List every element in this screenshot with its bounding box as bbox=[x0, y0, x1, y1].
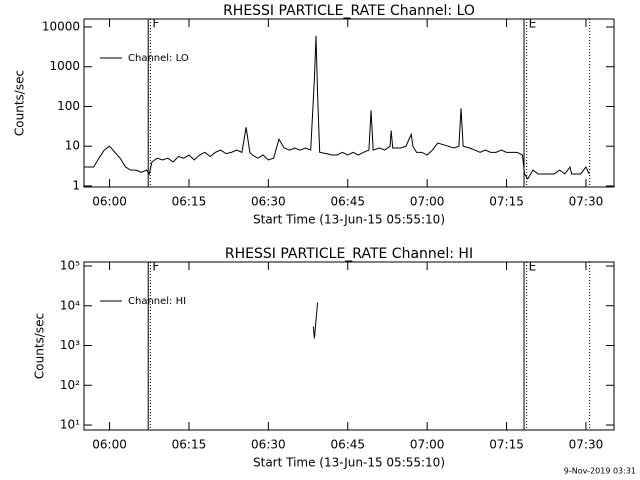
x-tick-label: 06:15 bbox=[172, 195, 207, 209]
data-line bbox=[84, 35, 590, 180]
flag-label: E bbox=[529, 17, 537, 31]
x-tick-label: 06:30 bbox=[251, 195, 286, 209]
y-tick-label: 1 bbox=[72, 178, 80, 192]
x-tick-label: 06:45 bbox=[330, 195, 365, 209]
chart-title: RHESSI PARTICLE_RATE Channel: HI bbox=[225, 246, 473, 262]
y-axis-label: Counts/sec bbox=[13, 70, 27, 136]
y-tick-label: 100 bbox=[57, 99, 80, 113]
flag-label: E bbox=[529, 260, 537, 274]
x-tick-label: 06:30 bbox=[251, 438, 286, 452]
y-tick-label: 10³ bbox=[60, 338, 80, 352]
x-tick-label: 07:00 bbox=[410, 195, 445, 209]
flag-label: F bbox=[152, 260, 159, 274]
data-line bbox=[312, 302, 319, 339]
plot-frame bbox=[83, 18, 615, 188]
x-tick-label: 07:15 bbox=[489, 438, 524, 452]
x-axis-label: Start Time (13-Jun-15 05:55:10) bbox=[253, 456, 445, 470]
y-tick-label: 10² bbox=[60, 378, 80, 392]
y-axis-label: Counts/sec bbox=[33, 313, 47, 379]
y-tick-label: 10000 bbox=[42, 20, 80, 34]
y-tick-label: 10 bbox=[65, 139, 80, 153]
chart-title: RHESSI PARTICLE_RATE Channel: LO bbox=[223, 3, 475, 19]
legend-label: Channel: LO bbox=[128, 53, 189, 64]
y-tick-label: 10⁵ bbox=[60, 258, 80, 272]
y-tick-label: 10⁴ bbox=[60, 298, 80, 312]
legend-label: Channel: HI bbox=[128, 296, 186, 307]
x-tick-label: 06:15 bbox=[172, 438, 207, 452]
flag-label: F bbox=[152, 17, 159, 31]
x-tick-label: 06:00 bbox=[92, 438, 127, 452]
y-tick-label: 10¹ bbox=[60, 418, 80, 432]
x-tick-label: 06:45 bbox=[330, 438, 365, 452]
x-tick-label: 07:15 bbox=[489, 195, 524, 209]
x-tick-label: 07:30 bbox=[569, 195, 604, 209]
y-tick-label: 1000 bbox=[49, 59, 80, 73]
x-tick-label: 07:30 bbox=[569, 438, 604, 452]
x-tick-label: 06:00 bbox=[92, 195, 127, 209]
x-axis-label: Start Time (13-Jun-15 05:55:10) bbox=[253, 213, 445, 227]
footer: 9-Nov-2019 03:31 bbox=[564, 467, 636, 476]
x-tick-label: 07:00 bbox=[410, 438, 445, 452]
